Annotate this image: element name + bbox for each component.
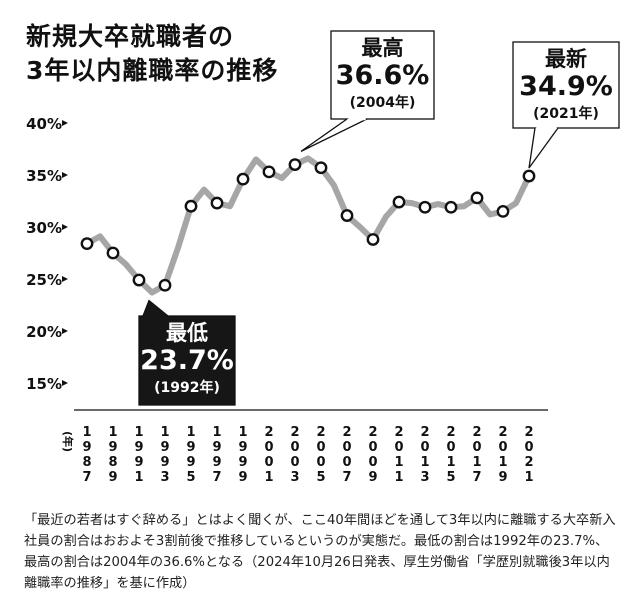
callout-pointer-min xyxy=(142,299,169,317)
chart-title: 新規大卒就職者の 3年以内離職率の推移 xyxy=(26,20,278,88)
y-tick-label: 15% xyxy=(26,375,62,393)
y-tick-arrow xyxy=(62,380,68,386)
data-point xyxy=(366,233,380,246)
y-tick-label: 30% xyxy=(26,219,62,237)
data-point xyxy=(236,172,250,186)
data-point xyxy=(132,273,146,287)
callout-box-latest xyxy=(512,41,620,129)
data-point xyxy=(210,196,224,210)
y-tick-arrow xyxy=(62,120,68,126)
data-point xyxy=(522,169,536,183)
callout-value-min: 23.7% xyxy=(140,345,234,376)
callout-pointer-latest xyxy=(528,127,559,169)
callout-year-max: (2004年) xyxy=(350,94,416,111)
x-axis-unit: (年) xyxy=(61,431,75,452)
y-tick-label: 25% xyxy=(26,271,62,289)
callout-year-min: (1992年) xyxy=(154,379,220,396)
data-point xyxy=(158,278,172,292)
chart-caption: 「最近の若者はすぐ辞める」とはよく聞くが、ここ40年間ほどを通して3年以内に離職… xyxy=(24,513,616,591)
y-tick-arrow xyxy=(62,328,68,334)
y-tick-arrow xyxy=(62,224,68,230)
callout-box-max xyxy=(330,30,435,120)
data-point xyxy=(184,199,198,213)
chart-title-line-1: 新規大卒就職者の xyxy=(26,22,235,51)
callout-pointer-max xyxy=(300,118,368,152)
callout-heading-latest: 最新 xyxy=(545,47,587,71)
callout-year-latest: (2021年) xyxy=(533,105,599,122)
data-point xyxy=(496,204,510,218)
data-point xyxy=(418,200,432,214)
series-line xyxy=(84,155,532,296)
data-point xyxy=(470,191,484,205)
data-point xyxy=(80,237,94,251)
y-tick-arrow xyxy=(62,276,68,282)
data-point xyxy=(262,165,276,179)
y-tick-label: 35% xyxy=(26,167,62,185)
y-tick-label: 40% xyxy=(26,115,62,133)
data-point xyxy=(314,161,328,175)
callout-heading-min: 最低 xyxy=(166,321,208,345)
y-tick-arrow xyxy=(62,172,68,178)
data-point xyxy=(392,195,406,209)
callout-heading-max: 最高 xyxy=(362,36,404,60)
callout-value-max: 36.6% xyxy=(336,60,430,91)
data-point xyxy=(444,200,458,214)
callout-value-latest: 34.9% xyxy=(519,71,613,102)
y-tick-label: 20% xyxy=(26,323,62,341)
callout-box-min xyxy=(138,315,236,406)
data-point xyxy=(106,246,120,260)
line-chart: 15% 20% 25% 30% 35% 40% (年) 1 9 8 7 1 9 8 9 1 9 9 1 1 9 9 3 1 9 9… xyxy=(26,30,620,485)
chart-title-line-2: 3年以内離職率の推移 xyxy=(26,56,279,85)
data-point xyxy=(288,158,302,172)
data-point xyxy=(340,209,354,222)
